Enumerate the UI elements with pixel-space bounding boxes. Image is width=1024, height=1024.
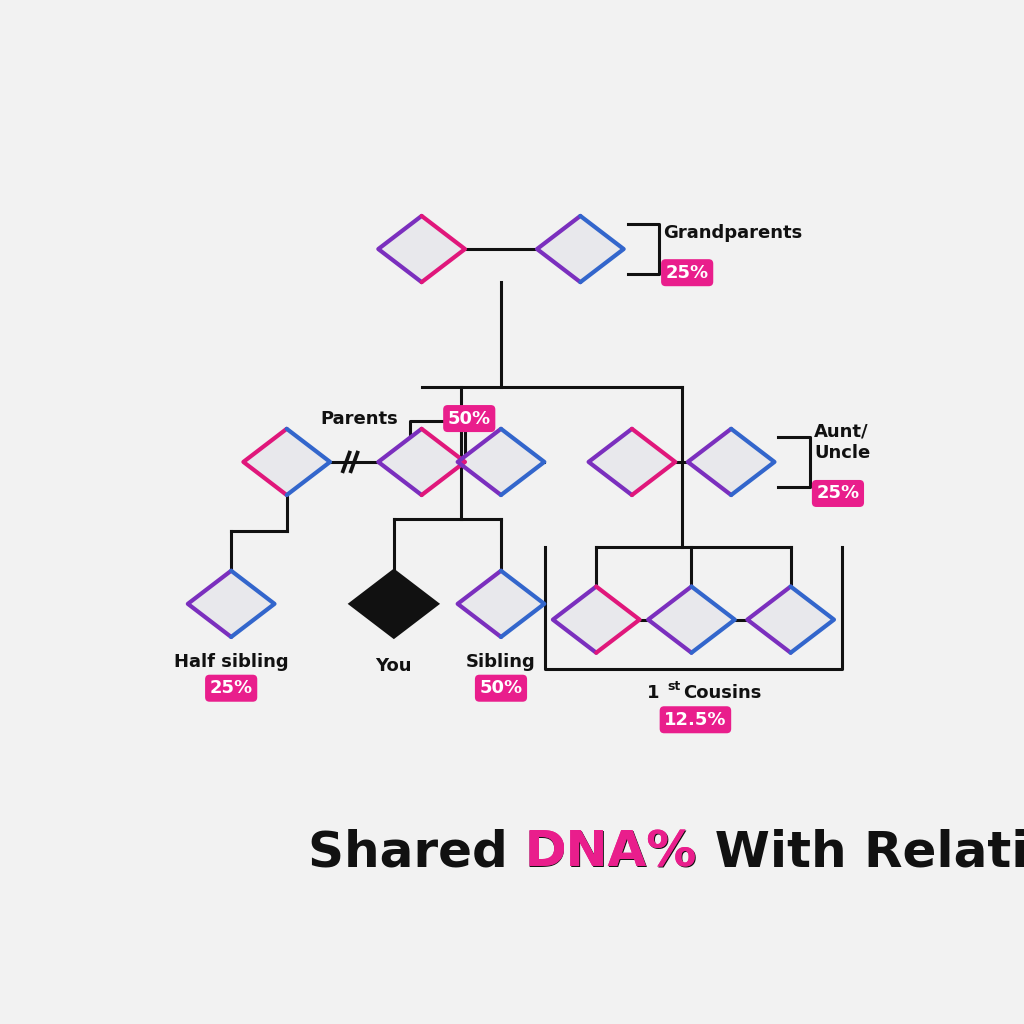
Text: 50%: 50%: [447, 410, 490, 428]
Text: Sibling: Sibling: [466, 652, 536, 671]
Text: Grandparents: Grandparents: [664, 224, 803, 243]
Text: 25%: 25%: [666, 264, 709, 282]
Text: DNA%: DNA%: [524, 828, 697, 877]
Text: 12.5%: 12.5%: [665, 711, 727, 729]
Text: Half sibling: Half sibling: [174, 652, 289, 671]
Text: 1: 1: [647, 684, 659, 702]
Text: DNA%: DNA%: [524, 828, 697, 877]
Text: st: st: [668, 680, 681, 693]
Polygon shape: [458, 429, 545, 495]
Polygon shape: [688, 429, 774, 495]
Text: Cousins: Cousins: [684, 684, 762, 702]
Polygon shape: [648, 587, 735, 652]
Text: Aunt/
Uncle: Aunt/ Uncle: [814, 423, 870, 462]
Text: Shared: Shared: [307, 828, 524, 877]
Polygon shape: [748, 587, 834, 652]
Polygon shape: [350, 570, 437, 637]
Polygon shape: [537, 216, 624, 283]
Text: 25%: 25%: [210, 679, 253, 697]
Text: You: You: [376, 656, 412, 675]
Polygon shape: [244, 429, 330, 495]
Polygon shape: [589, 429, 675, 495]
Text: 50%: 50%: [479, 679, 522, 697]
Polygon shape: [458, 570, 545, 637]
Text: Parents: Parents: [321, 410, 397, 428]
Polygon shape: [553, 587, 640, 652]
Text: 25%: 25%: [816, 484, 859, 503]
Text: DNA% With Relatives: DNA% With Relatives: [524, 828, 1024, 877]
Polygon shape: [187, 570, 274, 637]
Text: Shared DNA% With Relatives: Shared DNA% With Relatives: [103, 924, 921, 971]
Polygon shape: [378, 429, 465, 495]
Polygon shape: [378, 216, 465, 283]
